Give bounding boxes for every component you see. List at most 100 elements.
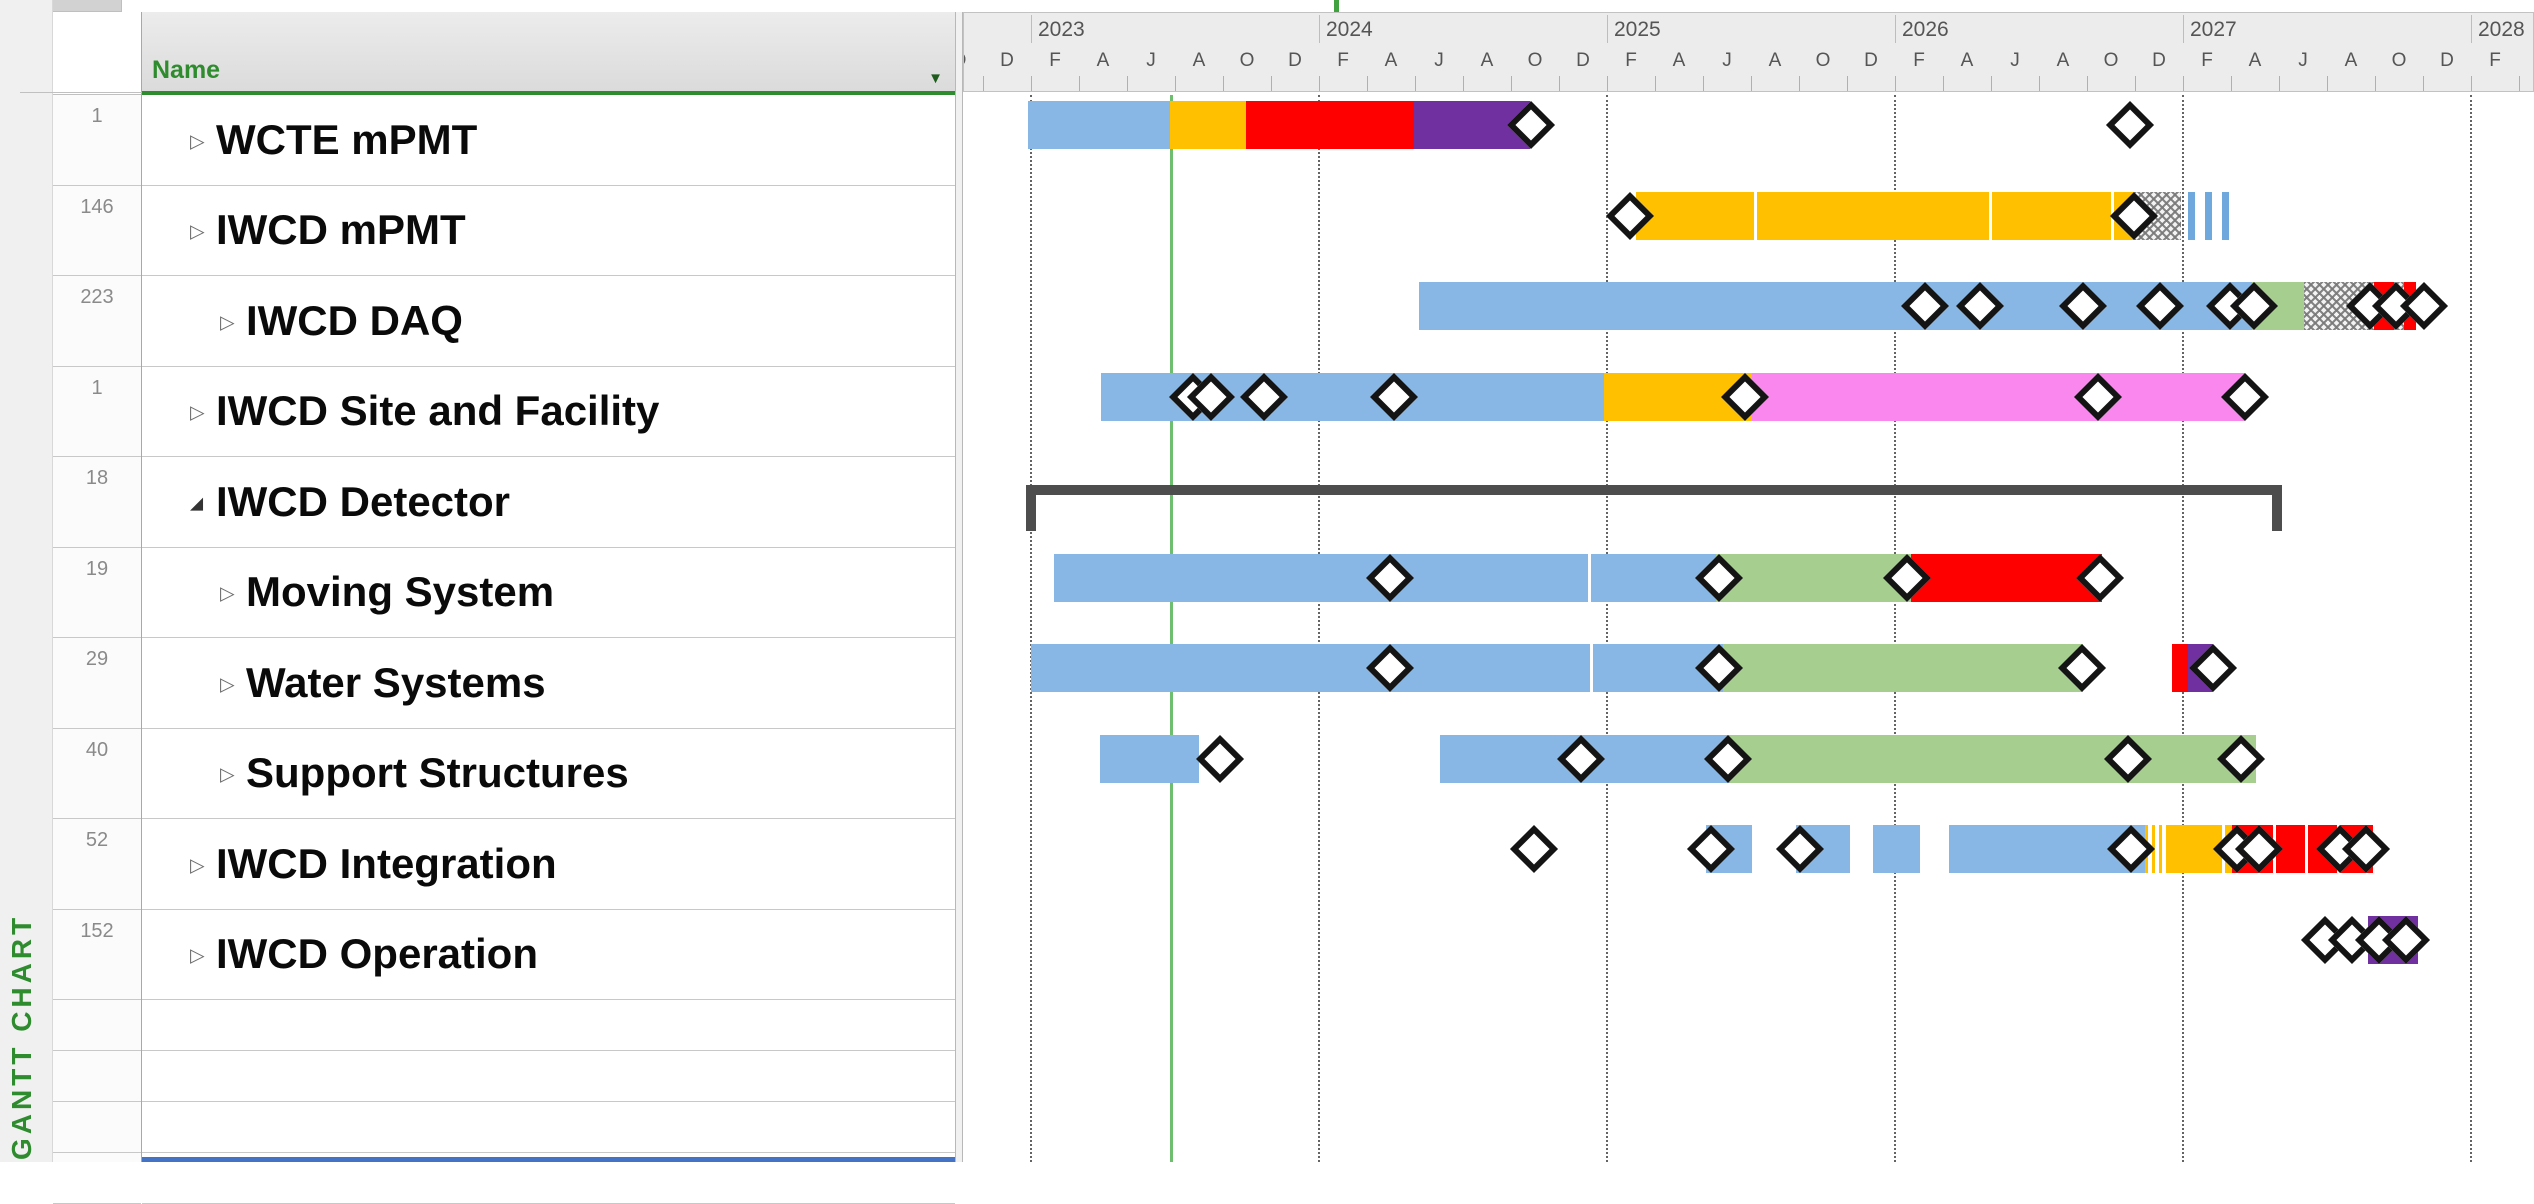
task-name-label: Moving System (246, 568, 555, 616)
month-label: D (1000, 50, 1014, 71)
month-tick (1175, 76, 1176, 91)
task-row[interactable]: ▷ Support Structures (142, 728, 955, 819)
month-label: O (1815, 50, 1831, 71)
month-label: J (1722, 50, 1732, 71)
task-name-label: IWCD Integration (216, 839, 557, 887)
task-row[interactable]: ▷ IWCD Site and Facility (142, 366, 955, 457)
task-bar-green[interactable] (1723, 644, 2083, 692)
month-tick (2519, 76, 2520, 91)
disclosure-triangle-icon[interactable]: ◢ (190, 493, 204, 513)
task-bar-pink[interactable] (1752, 372, 2245, 421)
disclosure-triangle-icon[interactable]: ▷ (220, 583, 235, 605)
row-number: 1 (53, 367, 141, 457)
year-tick (1607, 15, 1608, 43)
month-label: J (1146, 50, 1156, 71)
disclosure-triangle-icon[interactable]: ▷ (220, 764, 235, 786)
summary-bracket-hook (2272, 485, 2282, 531)
month-tick (1943, 76, 1944, 91)
month-label: J (2010, 50, 2020, 71)
empty-row-number (53, 1051, 141, 1102)
empty-task-row (142, 1102, 955, 1153)
task-row[interactable]: ▷ Water Systems (142, 638, 955, 729)
disclosure-triangle-icon[interactable]: ▷ (190, 221, 205, 243)
month-tick (1655, 76, 1656, 91)
task-bar-green[interactable] (1716, 553, 1911, 602)
task-row[interactable]: ▷ IWCD Operation (142, 909, 955, 1000)
month-tick (1559, 76, 1560, 91)
year-tick (2471, 15, 2472, 43)
task-row[interactable]: ▷ Moving System (142, 547, 955, 638)
month-tick (2471, 76, 2472, 91)
horizontal-scrollbar[interactable] (142, 1157, 955, 1162)
gantt-chart-side-tab[interactable]: GANTT CHART (0, 0, 53, 1162)
year-tick (1895, 15, 1896, 43)
month-label: J (1434, 50, 1444, 71)
task-row[interactable]: ▷ IWCD Integration (142, 819, 955, 910)
task-bar-blue[interactable] (1028, 101, 1170, 149)
task-row[interactable]: ▷ IWCD mPMT (142, 185, 955, 276)
year-tick (1031, 15, 1032, 43)
year-label: 2025 (1614, 18, 1661, 41)
month-label: A (2248, 50, 2262, 71)
milestone-diamond[interactable] (1195, 734, 1245, 783)
table-chart-splitter[interactable] (955, 12, 963, 1162)
column-sort-caret-icon[interactable]: ▼ (928, 70, 943, 87)
top-accent-tick (1334, 0, 1339, 12)
progress-tick (2222, 191, 2229, 240)
task-name-label: IWCD Detector (216, 477, 511, 525)
header-divider-line (20, 92, 142, 93)
task-name-label: IWCD Site and Facility (216, 387, 660, 435)
gantt-chart-tab-label: GANTT CHART (6, 913, 37, 1160)
task-bar-red[interactable] (2172, 644, 2188, 692)
row-number: 152 (53, 910, 141, 1000)
name-column-header[interactable]: Name ▼ (142, 12, 955, 95)
bar-segment-divider (1989, 191, 1992, 240)
month-tick (1607, 76, 1608, 91)
year-gridline (2182, 95, 2184, 1162)
summary-bracket (1026, 485, 2282, 495)
task-row[interactable]: ▷ IWCD DAQ (142, 276, 955, 367)
task-bar-orange[interactable] (1636, 191, 2134, 240)
task-row[interactable]: ◢ IWCD Detector (142, 457, 955, 548)
task-name-label: Support Structures (246, 749, 629, 797)
task-bar-green[interactable] (1730, 734, 2256, 783)
task-name-label: Water Systems (246, 658, 546, 706)
disclosure-triangle-icon[interactable]: ▷ (190, 945, 205, 967)
row-number: 18 (53, 457, 141, 548)
row-number: 40 (53, 729, 141, 819)
year-label: 2028 (2478, 18, 2525, 41)
year-label: 2024 (1326, 18, 1373, 41)
task-bar-blue[interactable] (1873, 825, 1920, 873)
month-tick (2327, 76, 2328, 91)
row-number: 52 (53, 819, 141, 910)
milestone-diamond[interactable] (2105, 100, 2155, 150)
milestone-diamond[interactable] (1509, 824, 1559, 874)
year-gridline (1894, 95, 1896, 1162)
task-bar-blue[interactable] (1419, 282, 2252, 330)
disclosure-triangle-icon[interactable]: ▷ (220, 312, 235, 334)
month-tick (2183, 76, 2184, 91)
bar-segment-divider (1588, 553, 1591, 602)
month-label: O (2103, 50, 2119, 71)
month-label: A (1960, 50, 1974, 71)
task-bar-red[interactable] (1911, 553, 2102, 602)
task-bar-orange[interactable] (1170, 101, 1246, 149)
row-number: 223 (53, 276, 141, 367)
month-tick (2375, 76, 2376, 91)
disclosure-triangle-icon[interactable]: ▷ (190, 402, 205, 424)
disclosure-triangle-icon[interactable]: ▷ (220, 674, 235, 696)
month-label: A (1480, 50, 1494, 71)
month-tick (1847, 76, 1848, 91)
task-row[interactable]: ▷ WCTE mPMT (142, 95, 955, 186)
month-label: D (1288, 50, 1302, 71)
disclosure-triangle-icon[interactable]: ▷ (190, 131, 205, 153)
month-label: D (1864, 50, 1878, 71)
disclosure-triangle-icon[interactable]: ▷ (190, 855, 205, 877)
month-label: O (964, 50, 972, 72)
month-label: A (1384, 50, 1398, 71)
task-name-column: Name ▼ ▷ WCTE mPMT ▷ IWCD mPMT ▷ IWCD DAQ ▷ IWC… (142, 12, 955, 1204)
month-label: A (2056, 50, 2070, 71)
task-bar-red[interactable] (1246, 101, 1414, 149)
task-bar-blue[interactable] (1100, 734, 1199, 783)
month-label: F (2201, 50, 2213, 71)
